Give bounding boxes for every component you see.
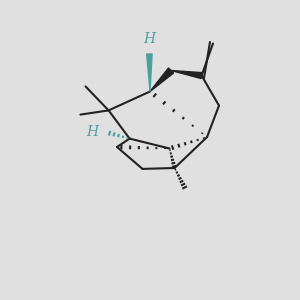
Polygon shape <box>147 54 152 92</box>
Text: H: H <box>86 125 98 139</box>
Polygon shape <box>150 68 173 92</box>
Polygon shape <box>171 70 202 79</box>
Text: H: H <box>143 32 155 46</box>
